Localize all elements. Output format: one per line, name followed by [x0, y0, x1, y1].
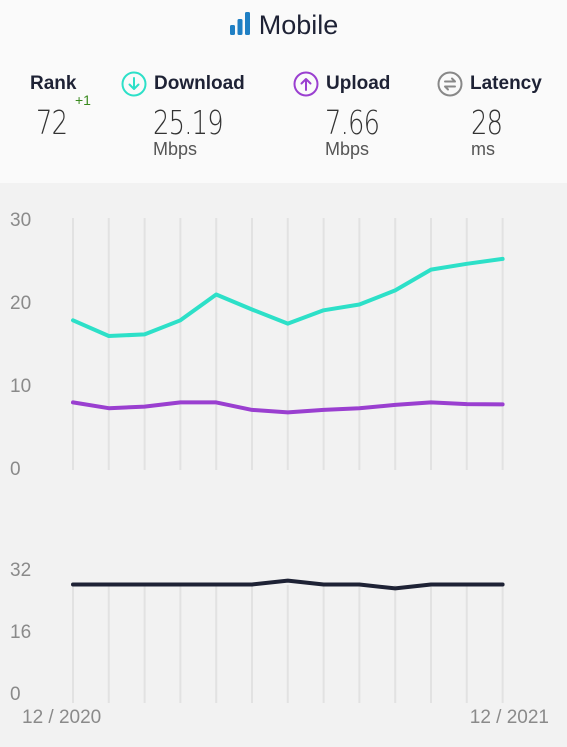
y-tick-label: 0	[10, 459, 21, 480]
y-tick-label: 16	[10, 622, 31, 643]
upload-arrow-icon	[293, 71, 319, 97]
y-tick-label: 10	[10, 376, 31, 397]
download-label: Download	[154, 73, 245, 94]
latency-value: 28	[471, 103, 503, 142]
y-tick-label: 30	[10, 210, 31, 231]
chart-series	[71, 256, 505, 591]
rank-stat: Rank 72	[30, 70, 76, 142]
y-tick-label: 0	[10, 684, 21, 705]
upload-unit: Mbps	[325, 139, 370, 159]
x-tick-label-end: 12 / 2021	[470, 707, 549, 728]
x-tick-label-start: 12 / 2020	[22, 707, 101, 728]
rank-value: 72	[36, 103, 68, 142]
download-value: 25.19	[153, 103, 224, 142]
signal-bars-icon	[229, 10, 251, 41]
y-tick-label: 32	[10, 560, 31, 581]
y-tick-label: 20	[10, 293, 31, 314]
upload-value: 7.66	[325, 103, 380, 142]
title-text: Mobile	[258, 10, 339, 40]
series-line-download	[71, 256, 505, 338]
upload-stat: Upload 7.66 Mbps	[293, 70, 394, 160]
speed-chart: 0 10 20 30 0 16 32 12 / 2020 12 / 2021	[10, 210, 549, 728]
latency-unit: ms	[471, 139, 495, 159]
latency-arrows-icon	[437, 71, 463, 97]
page-title: Mobile	[0, 10, 567, 41]
rank-label: Rank	[30, 73, 77, 94]
chart-gridlines	[72, 218, 504, 703]
rank-change-badge: +1	[75, 92, 91, 108]
download-arrow-icon	[121, 71, 147, 97]
header: Mobile Rank 72 +1 Download 25.19 Mbps	[0, 0, 567, 183]
chart-tick-labels: 0 10 20 30 0 16 32 12 / 2020 12 / 2021	[10, 210, 549, 728]
latency-stat: Latency 28 ms	[437, 70, 542, 160]
download-stat: Download 25.19 Mbps	[121, 70, 245, 160]
latency-label: Latency	[470, 73, 542, 94]
download-unit: Mbps	[153, 139, 198, 159]
upload-label: Upload	[326, 73, 391, 94]
series-line-latency	[71, 578, 505, 591]
series-line-upload	[71, 400, 505, 415]
